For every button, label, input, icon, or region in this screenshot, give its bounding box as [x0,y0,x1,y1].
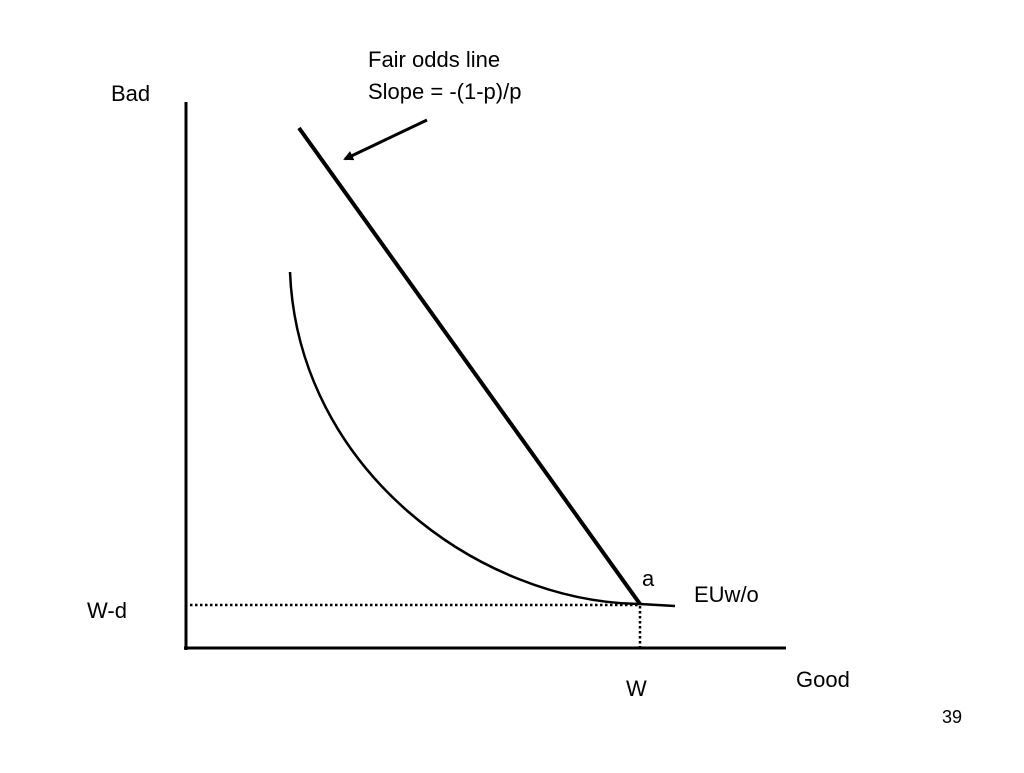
indifference-curve [288,271,676,608]
fair-odds-title: Fair odds line [368,47,500,72]
curve-label: EUw/o [694,582,759,607]
annotation-arrow [343,118,428,161]
fair-odds-line [297,126,642,606]
y-tick-label: W-d [87,598,127,623]
point-a-label: a [642,566,655,591]
slide-number: 39 [941,707,962,727]
fair-odds-slope: Slope = -(1-p)/p [368,79,521,104]
y-axis-label: Bad [111,81,150,106]
x-axis-label: Good [796,667,850,692]
x-tick-label: W [626,676,647,701]
